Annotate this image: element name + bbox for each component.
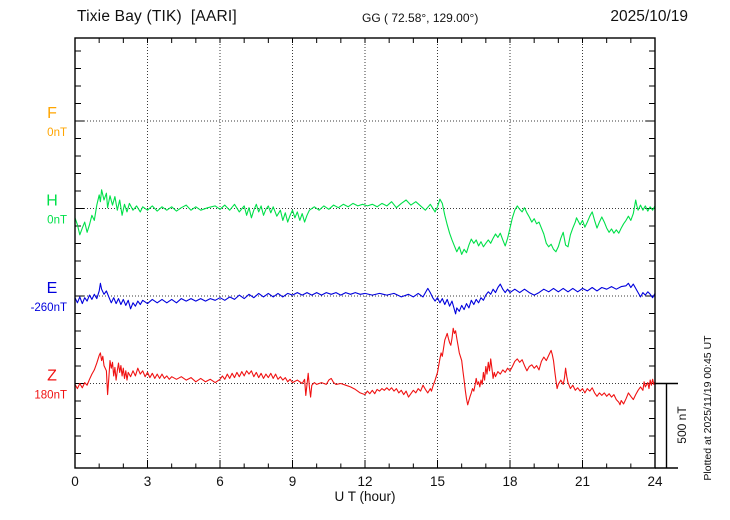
x-axis-title: U T (hour)	[334, 489, 395, 504]
component-baseline-value-H: 0nT	[47, 215, 67, 227]
plotted-at-caption: Plotted at 2025/11/19 00:45 UT	[702, 335, 714, 481]
component-letter-E: E	[47, 280, 58, 297]
plot-date: 2025/10/19	[610, 8, 688, 25]
trace-H	[74, 189, 656, 255]
traces	[74, 189, 656, 406]
component-baseline-value-E: -260nT	[31, 302, 67, 314]
trace-E	[74, 282, 656, 315]
x-tick-label-6: 6	[216, 474, 224, 489]
scale-bar	[655, 382, 678, 469]
gridlines	[75, 38, 655, 468]
x-tick-label-3: 3	[144, 474, 152, 489]
component-letter-F: F	[47, 105, 57, 122]
x-tick-label-15: 15	[430, 474, 445, 489]
component-labels: F 0nT H 0nT E -260nT Z 180nT	[31, 105, 67, 402]
x-tick-label-21: 21	[575, 474, 590, 489]
plot-frame	[74, 37, 656, 469]
component-baseline-value-Z: 180nT	[34, 390, 67, 402]
component-letter-Z: Z	[47, 368, 57, 385]
component-baseline-value-F: 0nT	[47, 127, 67, 139]
x-tick-label-12: 12	[357, 474, 372, 489]
frame-rect	[74, 37, 656, 469]
axis-ticks	[75, 38, 655, 468]
station-title: Tixie Bay (TIK) [AARI]	[77, 8, 237, 25]
component-letter-H: H	[46, 193, 58, 210]
scale-bar-label: 500 nT	[675, 406, 689, 444]
x-axis-tick-labels: 0 3 6 9 12 15 18 21 24	[71, 474, 663, 489]
x-tick-label-0: 0	[71, 474, 79, 489]
trace-Z	[74, 327, 656, 406]
x-tick-label-24: 24	[647, 474, 663, 489]
x-tick-label-9: 9	[289, 474, 297, 489]
x-tick-label-18: 18	[502, 474, 517, 489]
geographic-coordinates: GG ( 72.58°, 129.00°)	[362, 11, 479, 25]
